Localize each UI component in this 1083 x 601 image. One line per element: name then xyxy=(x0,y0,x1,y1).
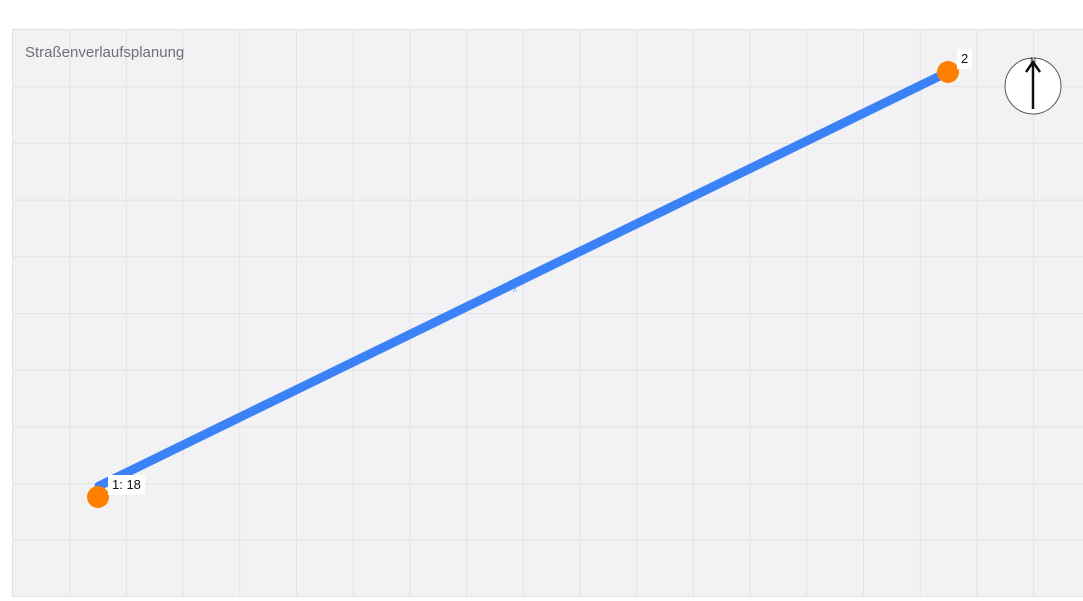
route-midpoint-handle-icon[interactable] xyxy=(512,285,518,293)
compass[interactable]: N xyxy=(1004,57,1062,115)
compass-north-label: N xyxy=(1030,57,1036,66)
map-canvas[interactable]: Straßenverlaufsplanung 1: 18 2 N xyxy=(12,29,1083,597)
route-end-marker[interactable] xyxy=(937,61,959,83)
route-start-marker[interactable] xyxy=(87,486,109,508)
map-svg xyxy=(13,30,1083,596)
map-grid xyxy=(13,30,1083,596)
map-title: Straßenverlaufsplanung xyxy=(25,44,185,61)
north-arrow-icon: N xyxy=(1004,57,1062,115)
start-marker-label: 1: 18 xyxy=(108,475,145,495)
end-marker-label: 2 xyxy=(957,49,973,69)
route-line[interactable] xyxy=(94,67,953,491)
